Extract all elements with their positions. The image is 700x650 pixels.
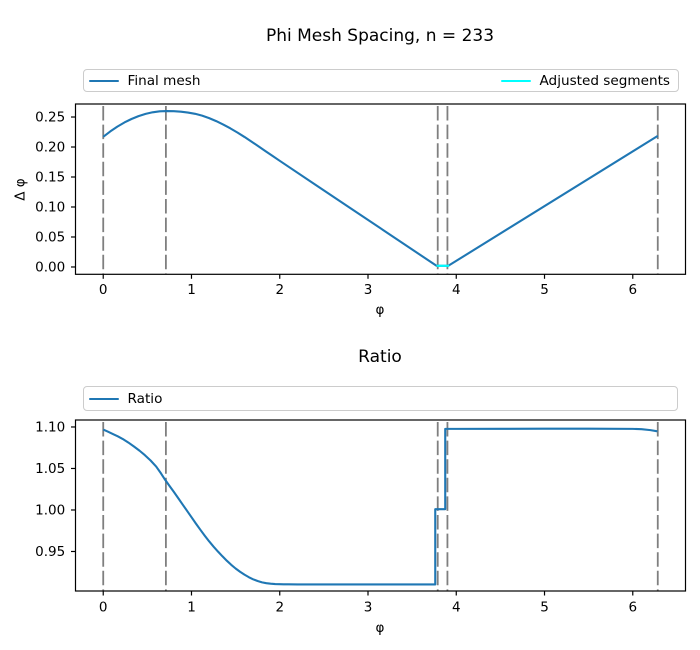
y-tick-label: 0.05 [35, 230, 65, 246]
top-chart: 0 1 2 3 4 5 6 0.00 0.05 0.10 0.15 0.20 0.25 [35, 103, 687, 298]
x-tick-label: 4 [452, 282, 461, 298]
x-tick-label: 4 [452, 600, 461, 616]
x-tick-label: 5 [540, 282, 549, 298]
adjusted-segments-legend-line-icon [500, 80, 531, 83]
bottom-chart-title: Ratio [358, 347, 402, 367]
ratio-legend-line-icon [88, 398, 119, 401]
top-chart-xlabel: φ [375, 302, 385, 318]
x-tick-label: 6 [628, 600, 637, 616]
x-tick-label: 1 [187, 600, 196, 616]
final-mesh-legend-label: Final mesh [127, 72, 201, 89]
series-line-final-mesh [102, 109, 659, 267]
top-legend: Final mesh Adjusted segments [82, 68, 679, 92]
x-tick-label: 0 [99, 600, 108, 616]
axes-frame [74, 419, 687, 592]
y-tick-label: 0.25 [35, 110, 65, 126]
bottom-legend: Ratio [82, 386, 678, 411]
x-tick-label: 6 [628, 282, 637, 298]
bottom-chart: 0 1 2 3 4 5 6 0.95 1.00 1.05 1.10 [35, 419, 687, 616]
ratio-legend-label: Ratio [127, 390, 163, 407]
y-tick-label: 0.95 [35, 544, 65, 560]
x-tick-label: 2 [275, 282, 284, 298]
y-tick-label: 1.00 [35, 503, 65, 519]
y-tick-label: 1.10 [35, 420, 65, 436]
axes-frame [74, 103, 687, 275]
final-mesh-legend-line-icon [88, 80, 119, 83]
x-tick-label: 1 [187, 282, 196, 298]
x-tick-label: 3 [364, 282, 373, 298]
x-tick-label: 5 [540, 600, 549, 616]
x-tick-label: 3 [364, 600, 373, 616]
y-tick-label: 0.10 [35, 200, 65, 216]
y-tick-label: 0.20 [35, 140, 65, 156]
x-tick-label: 2 [275, 600, 284, 616]
y-tick-label: 0.00 [35, 260, 65, 276]
y-tick-label: 1.05 [35, 461, 65, 477]
adjusted-segments-legend-label: Adjusted segments [539, 72, 671, 89]
bottom-chart-xlabel: φ [375, 619, 385, 636]
series-line-ratio [102, 427, 658, 586]
y-tick-label: 0.15 [35, 170, 65, 186]
x-tick-label: 0 [99, 282, 108, 298]
top-chart-title: Phi Mesh Spacing, n = 233 [265, 25, 495, 46]
